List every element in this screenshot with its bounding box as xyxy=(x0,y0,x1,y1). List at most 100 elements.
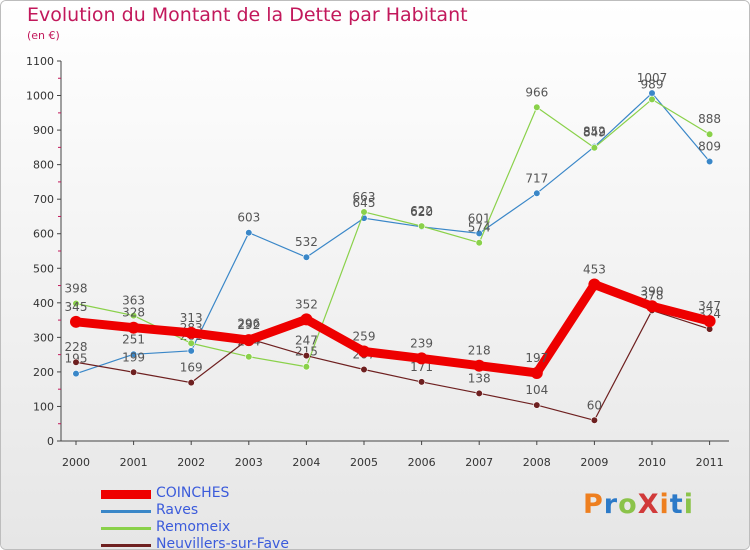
proxiti-logo: ProXiti xyxy=(583,489,694,520)
logo-letter: o xyxy=(618,489,638,520)
data-point-coinches xyxy=(70,315,82,328)
data-label-raves: 645 xyxy=(353,196,376,210)
data-label-raves: 717 xyxy=(525,171,548,185)
chart-title: Evolution du Montant de la Dette par Hab… xyxy=(27,4,468,26)
data-label-remomeix: 888 xyxy=(698,112,721,126)
data-label-raves: 603 xyxy=(237,211,260,225)
data-label-remomeix: 363 xyxy=(122,294,145,308)
data-point-remomeix xyxy=(245,353,253,361)
data-point-raves xyxy=(302,253,311,261)
legend-label: Neuvillers-sur-Fave xyxy=(156,536,289,550)
data-label-raves: 532 xyxy=(295,235,318,249)
data-label-raves: 852 xyxy=(583,125,606,139)
data-label-neuvillers-sur-fave: 247 xyxy=(295,334,318,348)
data-point-neuvillers-sur-fave xyxy=(130,368,138,376)
x-tick-label: 2004 xyxy=(292,456,320,469)
data-label-coinches: 347 xyxy=(698,299,721,313)
data-label-remomeix: 663 xyxy=(353,190,376,204)
legend-swatch xyxy=(101,490,151,499)
data-label-coinches: 313 xyxy=(180,311,203,325)
legend-swatch xyxy=(101,527,151,530)
data-point-neuvillers-sur-fave xyxy=(475,389,483,397)
y-tick-label: 700 xyxy=(33,193,54,206)
data-point-coinches xyxy=(415,352,428,365)
legend-label: Remomeix xyxy=(156,519,231,535)
logo-letter: i xyxy=(683,489,694,520)
data-label-coinches: 352 xyxy=(295,297,318,311)
x-tick-label: 2008 xyxy=(523,456,551,469)
data-label-remomeix: 574 xyxy=(468,221,491,235)
data-point-coinches xyxy=(242,334,255,347)
data-point-raves xyxy=(187,347,195,355)
data-label-coinches: 453 xyxy=(583,263,606,277)
data-point-remomeix xyxy=(475,239,483,247)
data-point-neuvillers-sur-fave xyxy=(360,365,368,374)
data-point-raves xyxy=(475,229,483,237)
data-point-raves xyxy=(245,229,253,237)
data-point-remomeix xyxy=(418,222,426,230)
data-label-neuvillers-sur-fave: 60 xyxy=(587,398,602,412)
y-tick-label: 1100 xyxy=(26,55,54,68)
data-label-neuvillers-sur-fave: 296 xyxy=(237,317,260,331)
data-label-coinches: 239 xyxy=(410,336,433,350)
legend-swatch xyxy=(101,510,151,513)
data-point-neuvillers-sur-fave xyxy=(72,358,80,366)
data-label-raves: 620 xyxy=(410,205,433,219)
x-tick-label: 2011 xyxy=(696,456,724,469)
x-tick-label: 2010 xyxy=(638,456,666,469)
logo-letter: r xyxy=(603,489,619,520)
data-label-remomeix: 989 xyxy=(641,77,664,91)
legend: COINCHES Raves Remomeix Neuvillers-sur-Fave xyxy=(101,485,321,550)
data-point-coinches xyxy=(185,326,198,339)
x-tick-label: 2000 xyxy=(62,456,90,469)
data-label-neuvillers-sur-fave: 104 xyxy=(525,383,548,397)
logo-letter: i xyxy=(659,489,670,520)
data-label-coinches: 390 xyxy=(641,284,664,298)
y-tick-label: 100 xyxy=(33,400,54,413)
data-point-neuvillers-sur-fave xyxy=(590,416,599,424)
data-point-remomeix xyxy=(590,144,599,152)
data-point-neuvillers-sur-fave xyxy=(533,401,541,409)
data-point-raves xyxy=(130,350,138,358)
series-line-coinches xyxy=(71,280,715,378)
data-point-coinches xyxy=(127,321,140,334)
data-label-remomeix: 849 xyxy=(583,126,606,140)
data-label-neuvillers-sur-fave: 378 xyxy=(641,288,664,302)
data-point-remomeix xyxy=(187,339,195,347)
legend-item-remomeix: Remomeix xyxy=(101,519,321,536)
data-point-remomeix xyxy=(302,363,311,371)
y-tick-label: 0 xyxy=(47,435,54,448)
data-label-raves: 601 xyxy=(468,211,491,225)
data-label-coinches: 259 xyxy=(353,330,376,344)
data-point-raves xyxy=(705,157,714,166)
data-label-remomeix: 215 xyxy=(295,345,318,359)
logo-letter: t xyxy=(669,489,684,520)
legend-item-raves: Raves xyxy=(101,502,321,519)
data-label-raves: 809 xyxy=(698,140,721,154)
data-label-coinches: 218 xyxy=(468,344,491,358)
series-line-remomeix xyxy=(75,98,711,368)
series-line-raves xyxy=(75,92,711,375)
y-tick-label: 400 xyxy=(33,297,54,310)
x-tick-label: 2005 xyxy=(350,456,378,469)
y-tick-label: 200 xyxy=(33,366,54,379)
legend-item-neuvillers-sur-fave: Neuvillers-sur-Fave xyxy=(101,536,321,550)
y-tick-label: 900 xyxy=(33,124,54,137)
data-label-coinches: 345 xyxy=(65,300,88,314)
data-label-coinches: 292 xyxy=(237,318,260,332)
data-label-remomeix: 398 xyxy=(65,282,88,296)
data-point-coinches xyxy=(646,300,658,313)
logo-letter: X xyxy=(637,489,660,520)
data-point-raves xyxy=(72,370,80,378)
data-point-coinches xyxy=(703,315,716,328)
legend-label: COINCHES xyxy=(156,485,230,501)
data-point-remomeix xyxy=(533,103,541,111)
data-label-remomeix: 622 xyxy=(410,204,433,218)
data-point-neuvillers-sur-fave xyxy=(302,352,311,360)
data-point-remomeix xyxy=(72,299,80,308)
series-line-neuvillers-sur-fave xyxy=(75,309,711,421)
data-label-neuvillers-sur-fave: 199 xyxy=(122,350,145,364)
data-point-coinches xyxy=(473,359,486,372)
y-tick-label: 1000 xyxy=(26,90,54,103)
